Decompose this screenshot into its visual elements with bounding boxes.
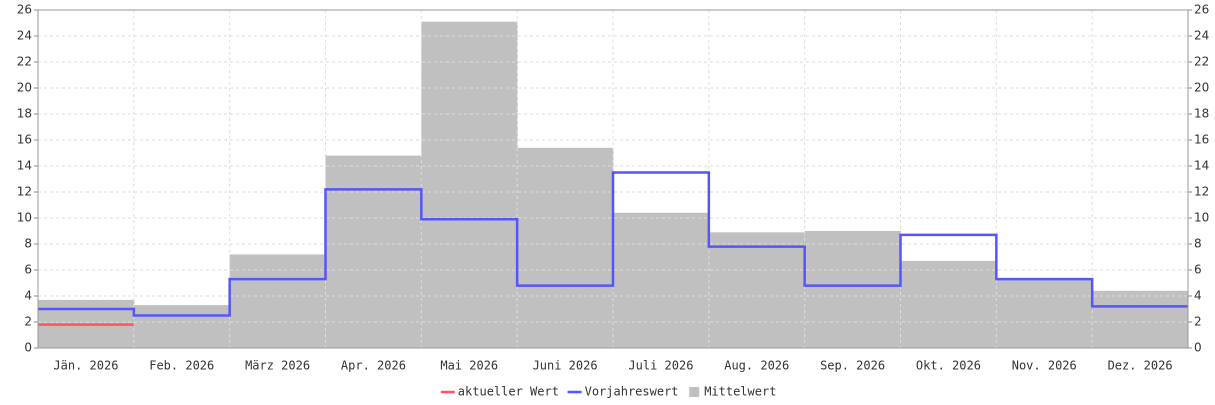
step-line — [38, 171, 1188, 317]
legend-label: Vorjahreswert — [585, 385, 679, 399]
y2-tick-label: 18 — [1194, 107, 1209, 121]
y2-tick-label: 16 — [1194, 133, 1209, 147]
y2-tick-label: 22 — [1194, 55, 1209, 69]
y2-tick-label: 4 — [1194, 289, 1202, 303]
x-tick-label: Apr. 2026 — [341, 359, 406, 373]
area-step — [708, 232, 806, 348]
y2-tick-label: 12 — [1194, 185, 1209, 199]
y-tick-label: 4 — [24, 289, 32, 303]
y-tick-label: 16 — [17, 133, 32, 147]
y-tick-label: 26 — [17, 3, 32, 17]
legend-label: aktueller Wert — [458, 385, 559, 399]
y2-tick-label: 20 — [1194, 81, 1209, 95]
y-tick-label: 2 — [24, 315, 32, 329]
y-tick-label: 8 — [24, 237, 32, 251]
area-step — [517, 147, 614, 348]
x-tick-label: Aug. 2026 — [724, 359, 789, 373]
x-tick-label: Jän. 2026 — [53, 359, 118, 373]
y2-tick-label: 2 — [1194, 315, 1202, 329]
area-step — [804, 231, 901, 348]
area-step — [900, 260, 997, 348]
y2-tick-label: 8 — [1194, 237, 1202, 251]
y-tick-label: 0 — [24, 341, 32, 355]
y2-tick-label: 6 — [1194, 263, 1202, 277]
y-tick-label: 12 — [17, 185, 32, 199]
x-tick-label: Nov. 2026 — [1012, 359, 1077, 373]
x-tick-label: Juni 2026 — [533, 359, 598, 373]
legend-label: Mittelwert — [704, 385, 776, 399]
y2-tick-label: 0 — [1194, 341, 1202, 355]
x-tick-label: Sep. 2026 — [820, 359, 885, 373]
y-tick-label: 10 — [17, 211, 32, 225]
area-step — [996, 279, 1093, 348]
y2-tick-label: 24 — [1194, 29, 1209, 43]
y2-tick-label: 26 — [1194, 3, 1209, 17]
area-step — [613, 212, 710, 348]
area-step — [1092, 290, 1189, 348]
y-tick-label: 22 — [17, 55, 32, 69]
area-step — [325, 155, 422, 348]
x-tick-label: Dez. 2026 — [1108, 359, 1173, 373]
x-tick-label: Mai 2026 — [440, 359, 498, 373]
x-tick-label: Okt. 2026 — [916, 359, 981, 373]
y2-tick-label: 10 — [1194, 211, 1209, 225]
legend-swatch — [689, 387, 700, 397]
x-tick-label: März 2026 — [245, 359, 310, 373]
area-step — [229, 254, 326, 348]
y-tick-label: 24 — [17, 29, 32, 43]
y-tick-label: 20 — [17, 81, 32, 95]
area-step — [133, 305, 231, 348]
y-tick-label: 6 — [24, 263, 32, 277]
x-tick-label: Feb. 2026 — [149, 359, 214, 373]
y-tick-label: 18 — [17, 107, 32, 121]
plot-border — [37, 9, 1189, 349]
y-tick-label: 14 — [17, 159, 32, 173]
x-tick-label: Juli 2026 — [628, 359, 693, 373]
y2-tick-label: 14 — [1194, 159, 1209, 173]
area-step — [421, 21, 518, 348]
